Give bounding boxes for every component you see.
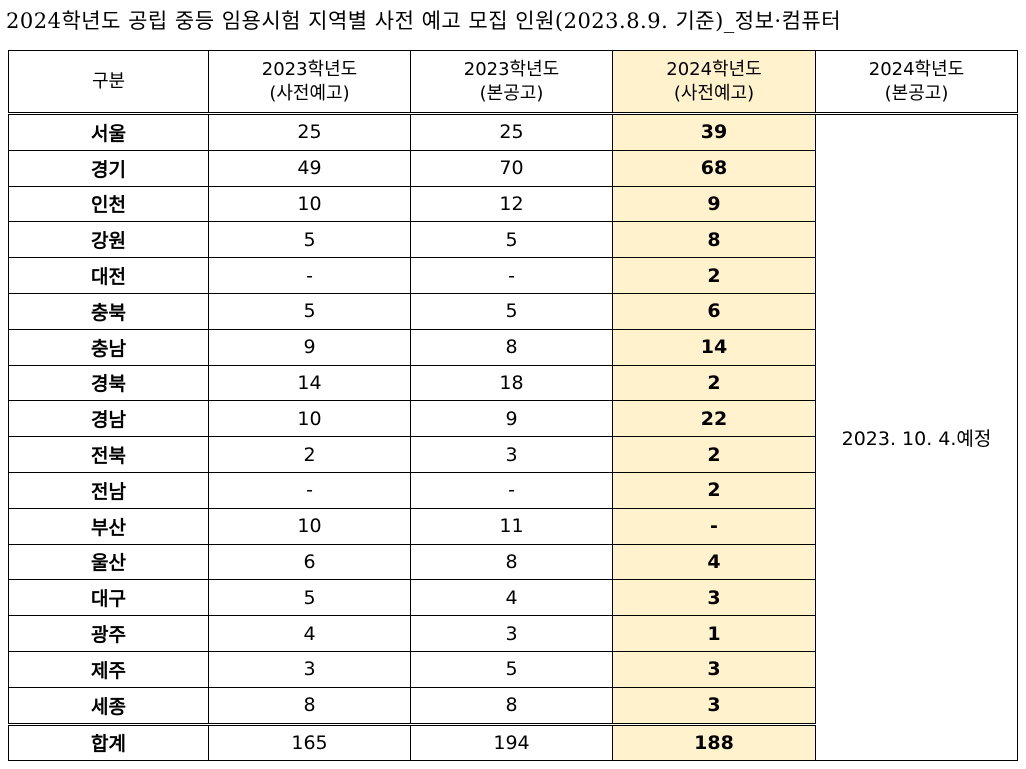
main2023-cell: 5 xyxy=(410,292,613,330)
pre2024-cell: 9 xyxy=(612,185,816,223)
table-row: 충남 9 8 14 xyxy=(8,328,1018,366)
header-2024-preliminary: 2024학년도 (사전예고) xyxy=(612,50,816,115)
pre2024-cell: 22 xyxy=(612,400,816,438)
pre2024-cell: 39 xyxy=(612,113,816,151)
main2023-cell: 3 xyxy=(410,436,613,473)
pre2024-cell: 14 xyxy=(612,328,816,366)
main2023-cell: 9 xyxy=(410,400,613,438)
table-row: 제주 3 5 3 xyxy=(8,650,1018,688)
pre2024-cell: 68 xyxy=(612,149,816,187)
pre2024-cell: 6 xyxy=(612,292,816,330)
main2023-cell: 4 xyxy=(410,579,613,617)
region-cell: 울산 xyxy=(8,543,209,581)
pre2024-cell: 2 xyxy=(612,364,816,402)
pre2024-cell: 8 xyxy=(612,221,816,259)
table-row: 경남 10 9 22 xyxy=(8,400,1018,438)
pre2023-cell: 4 xyxy=(208,615,411,652)
pre2024-cell: 3 xyxy=(612,686,816,725)
header-2023-official: 2023학년도 (본공고) xyxy=(410,50,613,115)
pre2023-cell: 3 xyxy=(208,650,411,688)
main2023-cell: 8 xyxy=(410,543,613,581)
total-pre2024: 188 xyxy=(612,722,816,761)
header-2023-preliminary: 2023학년도 (사전예고) xyxy=(208,50,411,115)
pre2023-cell: - xyxy=(208,257,411,294)
pre2023-cell: 10 xyxy=(208,185,411,223)
pre2023-cell: 10 xyxy=(208,507,411,545)
header-category: 구분 xyxy=(8,50,209,115)
main2023-cell: 5 xyxy=(410,650,613,688)
main2023-cell: 5 xyxy=(410,221,613,259)
region-cell: 전북 xyxy=(8,436,209,473)
table-row: 충북 5 5 6 xyxy=(8,292,1018,330)
region-cell: 경북 xyxy=(8,364,209,402)
pre2023-cell: 10 xyxy=(208,400,411,438)
pre2023-cell: 25 xyxy=(208,113,411,151)
main2023-cell: 12 xyxy=(410,185,613,223)
table-row: 울산 6 8 4 xyxy=(8,543,1018,581)
region-cell: 세종 xyxy=(8,686,209,725)
pre2024-cell: 3 xyxy=(612,650,816,688)
main2023-cell: 70 xyxy=(410,149,613,187)
pre2023-cell: - xyxy=(208,471,411,509)
table-row: 강원 5 5 8 xyxy=(8,221,1018,259)
region-cell: 강원 xyxy=(8,221,209,259)
pre2023-cell: 8 xyxy=(208,686,411,725)
table-row: 광주 4 3 1 xyxy=(8,615,1018,652)
region-cell: 대전 xyxy=(8,257,209,294)
total-label: 합계 xyxy=(8,722,209,761)
main2023-cell: - xyxy=(410,471,613,509)
pre2023-cell: 5 xyxy=(208,221,411,259)
region-cell: 인천 xyxy=(8,185,209,223)
region-cell: 전남 xyxy=(8,471,209,509)
table-row: 전북 2 3 2 xyxy=(8,436,1018,473)
pre2024-cell: 2 xyxy=(612,436,816,473)
total-row: 합계 165 194 188 xyxy=(8,722,1018,761)
main2024-merged-note: 2023. 10. 4.예정 xyxy=(815,113,1018,761)
total-main2023: 194 xyxy=(410,722,613,761)
pre2023-cell: 14 xyxy=(208,364,411,402)
region-cell: 경남 xyxy=(8,400,209,438)
main2023-cell: 25 xyxy=(410,113,613,151)
table-row: 경기 49 70 68 xyxy=(8,149,1018,187)
region-cell: 경기 xyxy=(8,149,209,187)
header-row: 구분 2023학년도 (사전예고) 2023학년도 (본공고) 2024학년도 … xyxy=(8,50,1018,115)
pre2023-cell: 6 xyxy=(208,543,411,581)
pre2024-cell: 1 xyxy=(612,615,816,652)
table-row: 경북 14 18 2 xyxy=(8,364,1018,402)
region-cell: 제주 xyxy=(8,650,209,688)
pre2024-cell: 3 xyxy=(612,579,816,617)
pre2023-cell: 49 xyxy=(208,149,411,187)
table-row: 세종 8 8 3 xyxy=(8,686,1018,725)
table-row: 부산 10 11- xyxy=(8,507,1018,545)
table-row: 인천 10 12 9 xyxy=(8,185,1018,223)
total-pre2023: 165 xyxy=(208,722,411,761)
main2023-cell: 8 xyxy=(410,328,613,366)
main2023-cell: 11 xyxy=(410,507,613,545)
region-cell: 광주 xyxy=(8,615,209,652)
region-cell: 충북 xyxy=(8,292,209,330)
main2023-cell: - xyxy=(410,257,613,294)
region-cell: 부산 xyxy=(8,507,209,545)
main2023-cell: 8 xyxy=(410,686,613,725)
pre2024-cell: 2 xyxy=(612,257,816,294)
table-row: 전남 - -2 xyxy=(8,471,1018,509)
pre2023-cell: 2 xyxy=(208,436,411,473)
region-cell: 충남 xyxy=(8,328,209,366)
pre2024-cell: - xyxy=(612,507,816,545)
pre2023-cell: 9 xyxy=(208,328,411,366)
recruitment-table: 구분 2023학년도 (사전예고) 2023학년도 (본공고) 2024학년도 … xyxy=(8,50,1018,761)
main2023-cell: 18 xyxy=(410,364,613,402)
table-row: 서울 25 25 39 2023. 10. 4.예정 xyxy=(8,113,1018,761)
pre2023-cell: 5 xyxy=(208,292,411,330)
region-cell: 대구 xyxy=(8,579,209,617)
pre2024-cell: 2 xyxy=(612,471,816,509)
table-row: 대전 - -2 xyxy=(8,257,1018,294)
region-cell: 서울 xyxy=(8,113,209,151)
main2023-cell: 3 xyxy=(410,615,613,652)
header-2024-official: 2024학년도 (본공고) xyxy=(815,50,1018,115)
pre2024-cell: 4 xyxy=(612,543,816,581)
pre2023-cell: 5 xyxy=(208,579,411,617)
document-title: 2024학년도 공립 중등 임용시험 지역별 사전 예고 모집 인원(2023.… xyxy=(6,9,842,33)
